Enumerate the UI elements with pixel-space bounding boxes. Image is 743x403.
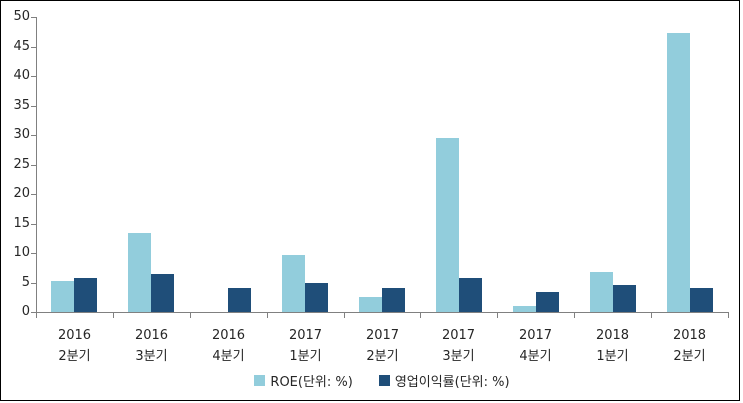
x-axis-label-quarter-8: 2분기 [673, 349, 706, 364]
x-axis-label-5: 2017 3분기 [420, 318, 497, 367]
y-axis-label: 0 [21, 304, 30, 319]
y-axis-tick [31, 283, 36, 284]
x-axis-label-quarter-7: 1분기 [596, 349, 629, 364]
x-axis-label-year-4: 2017 [365, 328, 400, 343]
bar-operating-margin-3 [305, 283, 328, 312]
bar-operating-margin-2 [228, 288, 251, 312]
x-axis-tick [574, 313, 575, 318]
y-axis-label: 30 [13, 127, 30, 142]
y-axis-tick [31, 47, 36, 48]
y-axis-tick [31, 194, 36, 195]
x-axis-label-year-7: 2018 [595, 328, 630, 343]
x-axis-label-3: 2017 1분기 [267, 318, 344, 367]
x-axis-label-year-5: 2017 [441, 328, 476, 343]
x-axis-label-8: 2018 2분기 [651, 318, 728, 367]
x-axis-label-quarter-2: 4분기 [212, 349, 245, 364]
legend-swatch-operating-margin [378, 375, 390, 386]
x-axis-label-7: 2018 1분기 [574, 318, 651, 367]
legend-label-operating-margin: 영업이익률(단위: %) [394, 375, 510, 390]
y-axis-label: 10 [13, 245, 30, 260]
x-axis-label-quarter-1: 3분기 [135, 349, 168, 364]
x-axis-label-year-1: 2016 [134, 328, 169, 343]
x-axis-line [36, 312, 729, 313]
bar-operating-margin-7 [613, 285, 636, 312]
x-axis-label-year-8: 2018 [672, 328, 707, 343]
x-axis-label-year-3: 2017 [288, 328, 323, 343]
x-axis-tick [420, 313, 421, 318]
bar-operating-margin-6 [536, 292, 559, 312]
x-axis-tick [267, 313, 268, 318]
y-axis-label: 25 [13, 157, 30, 172]
bar-operating-margin-0 [74, 278, 97, 312]
x-axis-label-4: 2017 2분기 [344, 318, 421, 367]
x-axis-tick [497, 313, 498, 318]
y-axis-tick [31, 17, 36, 18]
legend-item-roe: ROE(단위: %) [254, 371, 353, 390]
y-axis-tick [31, 135, 36, 136]
x-axis-tick [190, 313, 191, 318]
bar-operating-margin-5 [459, 278, 482, 312]
y-axis-tick [31, 165, 36, 166]
y-axis-tick [31, 312, 36, 313]
x-axis-label-2: 2016 4분기 [190, 318, 267, 367]
x-axis-label-quarter-3: 1분기 [289, 349, 322, 364]
bar-roe-1 [128, 233, 151, 312]
y-axis-label: 50 [13, 9, 30, 24]
y-axis-label: 5 [21, 275, 30, 290]
x-axis-label-year-6: 2017 [518, 328, 553, 343]
chart-legend: ROE(단위: %) 영업이익률(단위: %) [36, 371, 728, 390]
y-axis-line [36, 17, 37, 313]
y-axis-tick [31, 76, 36, 77]
x-axis-tick [344, 313, 345, 318]
legend-label-roe: ROE(단위: %) [270, 375, 353, 390]
legend-swatch-roe [254, 375, 266, 386]
x-axis-label-quarter-5: 3분기 [442, 349, 475, 364]
x-axis-label-6: 2017 4분기 [497, 318, 574, 367]
y-axis-label: 20 [13, 186, 30, 201]
bar-roe-8 [667, 33, 690, 312]
y-axis-label: 45 [13, 39, 30, 54]
x-axis-tick [36, 313, 37, 318]
x-axis-tick [651, 313, 652, 318]
x-axis-tick [728, 313, 729, 318]
bar-roe-6 [513, 306, 536, 312]
x-axis-label-year-2: 2016 [211, 328, 246, 343]
x-axis-label-quarter-6: 4분기 [519, 349, 552, 364]
bar-roe-7 [590, 272, 613, 312]
x-axis-label-0: 2016 2분기 [36, 318, 113, 367]
legend-item-operating-margin: 영업이익률(단위: %) [378, 371, 510, 390]
bar-operating-margin-4 [382, 288, 405, 312]
bar-operating-margin-1 [151, 274, 174, 312]
bar-roe-0 [51, 281, 74, 312]
bar-roe-3 [282, 255, 305, 312]
bar-roe-4 [359, 297, 382, 312]
y-axis-tick [31, 253, 36, 254]
x-axis-label-year-0: 2016 [57, 328, 92, 343]
x-axis-label-quarter-4: 2분기 [366, 349, 399, 364]
bar-roe-5 [436, 138, 459, 312]
x-axis-label-1: 2016 3분기 [113, 318, 190, 367]
x-axis-tick [113, 313, 114, 318]
y-axis-tick [31, 224, 36, 225]
y-axis-label: 15 [13, 216, 30, 231]
y-axis-label: 40 [13, 68, 30, 83]
bar-operating-margin-8 [690, 288, 713, 312]
y-axis-tick [31, 106, 36, 107]
y-axis-label: 35 [13, 98, 30, 113]
x-axis-label-quarter-0: 2분기 [58, 349, 91, 364]
